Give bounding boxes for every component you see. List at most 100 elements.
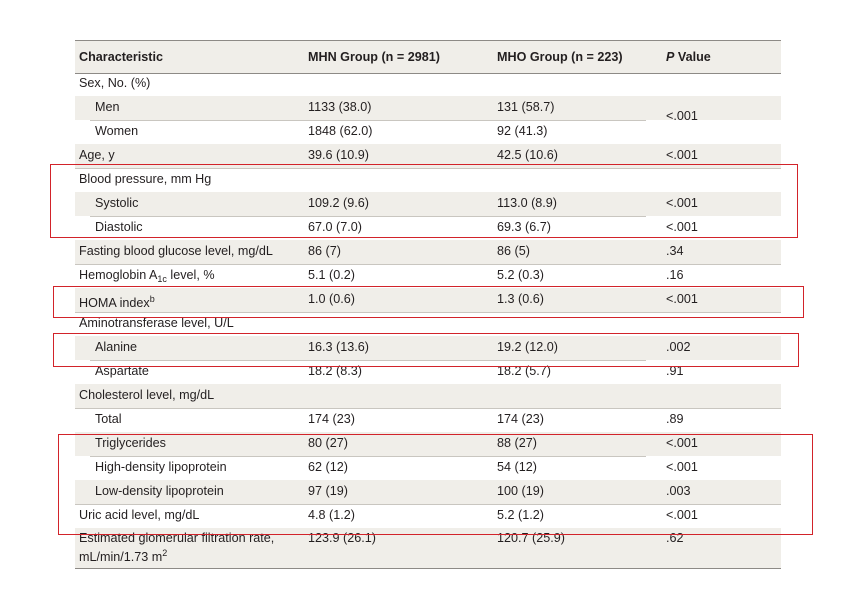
row-label: Uric acid level, mg/dL: [79, 508, 200, 522]
mho-value: 174 (23): [497, 412, 544, 426]
header-mho-group: MHO Group (n = 223): [497, 50, 623, 64]
table-row: Aminotransferase level, U/L: [75, 312, 781, 336]
mho-value: 100 (19): [497, 484, 544, 498]
row-label: Aminotransferase level, U/L: [79, 316, 234, 330]
mho-value: 86 (5): [497, 244, 530, 258]
table-row: High-density lipoprotein 62 (12) 54 (12)…: [75, 456, 781, 480]
mhn-value: 5.1 (0.2): [308, 268, 355, 282]
p-value: <.001: [666, 460, 698, 474]
p-value: <.001: [666, 292, 698, 306]
table-row: Aspartate 18.2 (8.3) 18.2 (5.7) .91: [75, 360, 781, 384]
table-row: Alanine 16.3 (13.6) 19.2 (12.0) .002: [75, 336, 781, 360]
table-row: Sex, No. (%): [75, 72, 781, 96]
table-row: Systolic 109.2 (9.6) 113.0 (8.9) <.001: [75, 192, 781, 216]
table-row: Low-density lipoprotein 97 (19) 100 (19)…: [75, 480, 781, 504]
p-value: <.001: [666, 508, 698, 522]
p-value: .002: [666, 340, 691, 354]
row-label: Sex, No. (%): [79, 76, 151, 90]
row-label: High-density lipoprotein: [95, 460, 227, 474]
label-subscript: 1c: [157, 274, 167, 284]
row-label: Cholesterol level, mg/dL: [79, 388, 215, 402]
table-row: Triglycerides 80 (27) 88 (27) <.001: [75, 432, 781, 456]
row-label: Alanine: [95, 340, 138, 354]
row-label: Systolic: [95, 196, 139, 210]
label-text-suffix: level, %: [166, 268, 215, 282]
row-label: Low-density lipoprotein: [95, 484, 224, 498]
table-row: Hemoglobin A1c level, % 5.1 (0.2) 5.2 (0…: [75, 264, 781, 288]
table-row: Men 1133 (38.0) 131 (58.7): [75, 96, 781, 120]
row-label: Aspartate: [95, 364, 149, 378]
mho-value: 88 (27): [497, 436, 537, 450]
mhn-value: 67.0 (7.0): [308, 220, 362, 234]
mhn-value: 1848 (62.0): [308, 124, 373, 138]
sex-p-value: <.001: [666, 109, 698, 123]
highlight-box-homa-index: [53, 286, 804, 318]
row-label: Age, y: [79, 148, 115, 162]
mhn-value: 4.8 (1.2): [308, 508, 355, 522]
row-divider: [90, 120, 646, 121]
row-divider: [90, 360, 646, 361]
table-row: Women 1848 (62.0) 92 (41.3): [75, 120, 781, 144]
mho-value: 5.2 (0.3): [497, 268, 544, 282]
mho-value: 131 (58.7): [497, 100, 555, 114]
label-text: Hemoglobin A: [79, 268, 158, 282]
row-label: Hemoglobin A1c level, %: [79, 268, 215, 287]
table-row: Blood pressure, mm Hg: [75, 168, 781, 192]
p-value: <.001: [666, 436, 698, 450]
row-label: Blood pressure, mm Hg: [79, 172, 212, 186]
header-p-rest: Value: [674, 50, 711, 64]
header-mhn-group: MHN Group (n = 2981): [308, 50, 440, 64]
row-divider: [75, 312, 781, 313]
table-bottom-rule: [75, 568, 781, 569]
row-label: Women: [95, 124, 139, 138]
mhn-value: 39.6 (10.9): [308, 148, 369, 162]
label-superscript: 2: [162, 548, 168, 558]
mhn-value: 18.2 (8.3): [308, 364, 362, 378]
mhn-value: 80 (27): [308, 436, 348, 450]
row-divider: [75, 264, 781, 265]
mho-value: 42.5 (10.6): [497, 148, 558, 162]
mho-value: 5.2 (1.2): [497, 508, 544, 522]
p-value: .91: [666, 364, 684, 378]
mhn-value: 86 (7): [308, 244, 341, 258]
table-header: Characteristic MHN Group (n = 2981) MHO …: [75, 40, 781, 74]
table-row: Diastolic 67.0 (7.0) 69.3 (6.7) <.001: [75, 216, 781, 240]
p-value: <.001: [666, 220, 698, 234]
highlight-box-blood-pressure: [50, 164, 798, 238]
row-label-line2: mL/min/1.73 m2: [79, 546, 167, 565]
row-divider: [90, 216, 646, 217]
row-divider: [75, 168, 781, 169]
mhn-value: 109.2 (9.6): [308, 196, 369, 210]
row-divider: [75, 504, 781, 505]
p-value: .34: [666, 244, 684, 258]
highlight-box-lipids-uric-acid: [58, 434, 813, 535]
p-value: .003: [666, 484, 691, 498]
header-p-value: P Value: [666, 50, 711, 65]
row-label: Diastolic: [95, 220, 143, 234]
p-value: .89: [666, 412, 684, 426]
mhn-value: 1133 (38.0): [308, 100, 372, 114]
row-label: HOMA indexb: [79, 292, 155, 311]
mhn-value: 62 (12): [308, 460, 348, 474]
highlight-box-alanine: [53, 333, 799, 367]
mho-value: 1.3 (0.6): [497, 292, 544, 306]
header-p-italic: P: [666, 50, 675, 64]
p-value: <.001: [666, 196, 698, 210]
row-label: Total: [95, 412, 122, 426]
row-divider: [75, 408, 781, 409]
label-footnote-mark: b: [149, 294, 155, 304]
mho-value: 19.2 (12.0): [497, 340, 558, 354]
mho-value: 18.2 (5.7): [497, 364, 551, 378]
label-text: mL/min/1.73 m: [79, 550, 163, 564]
table-row: HOMA indexb 1.0 (0.6) 1.3 (0.6) <.001: [75, 288, 781, 312]
mhn-value: 97 (19): [308, 484, 348, 498]
row-divider: [90, 456, 646, 457]
mhn-value: 1.0 (0.6): [308, 292, 355, 306]
table-row: Uric acid level, mg/dL 4.8 (1.2) 5.2 (1.…: [75, 504, 781, 528]
p-value: <.001: [666, 148, 698, 162]
table-row: Cholesterol level, mg/dL: [75, 384, 781, 408]
mho-value: 69.3 (6.7): [497, 220, 551, 234]
p-value: .16: [666, 268, 684, 282]
mho-value: 54 (12): [497, 460, 537, 474]
mho-value: 113.0 (8.9): [497, 196, 557, 210]
